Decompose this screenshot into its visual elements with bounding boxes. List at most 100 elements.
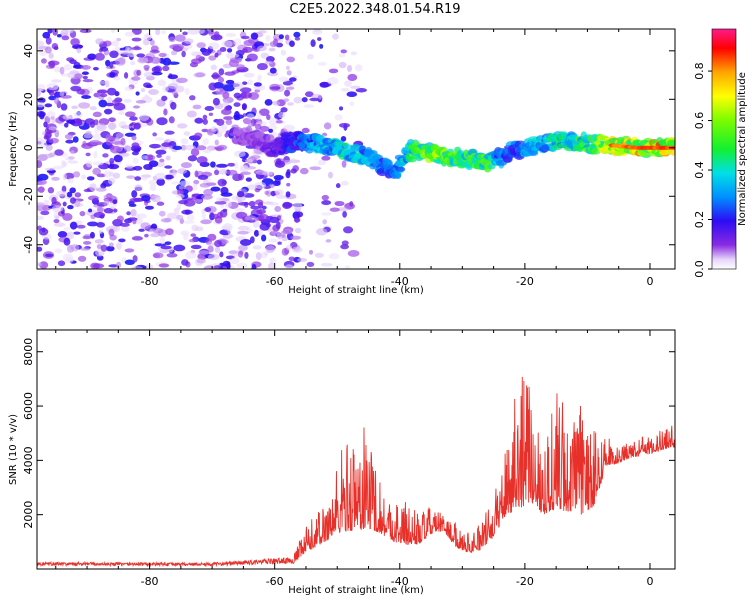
noise-blob — [108, 228, 115, 237]
noise-blob — [124, 86, 133, 92]
noise-blob — [118, 238, 126, 243]
noise-blob — [52, 165, 63, 170]
noise-blob — [336, 207, 349, 212]
noise-blob — [114, 136, 120, 143]
noise-blob — [338, 122, 351, 128]
noise-blob — [131, 190, 138, 198]
noise-blob — [190, 148, 200, 157]
noise-blob — [80, 247, 91, 251]
noise-blob — [341, 160, 347, 168]
noise-blob — [319, 81, 330, 88]
noise-blob — [244, 215, 257, 221]
noise-blob — [272, 180, 281, 187]
noise-blob — [124, 31, 135, 37]
noise-blob — [237, 250, 244, 258]
noise-blob — [217, 211, 223, 219]
noise-blob — [85, 152, 91, 157]
noise-blob — [92, 111, 102, 118]
noise-blob — [176, 77, 188, 84]
noise-blob — [224, 200, 232, 208]
noise-blob — [116, 37, 122, 42]
noise-blob — [321, 155, 331, 161]
noise-blob — [346, 91, 358, 98]
noise-blob — [100, 182, 107, 189]
noise-blob — [183, 38, 194, 45]
noise-blob — [309, 97, 320, 102]
noise-blob — [160, 218, 171, 223]
noise-blob — [151, 194, 161, 203]
noise-blob — [216, 118, 225, 126]
noise-blob — [227, 162, 236, 167]
noise-blob — [99, 80, 107, 85]
noise-blob — [238, 173, 245, 181]
noise-blob — [83, 65, 88, 70]
noise-blob — [87, 221, 99, 227]
noise-blob — [253, 229, 260, 237]
noise-blob — [98, 99, 108, 108]
noise-blob — [103, 170, 112, 178]
noise-blob — [96, 89, 108, 94]
noise-blob — [290, 235, 301, 240]
noise-blob — [274, 205, 282, 213]
noise-blob — [152, 132, 157, 137]
noise-blob — [54, 97, 60, 105]
noise-blob — [159, 236, 166, 245]
colorbar-tick-label: 0.6 — [693, 112, 706, 129]
snr-body — [37, 376, 675, 568]
noise-blob — [149, 39, 155, 46]
noise-blob — [175, 193, 185, 199]
noise-blob — [269, 41, 278, 48]
noise-blob — [290, 158, 296, 164]
noise-blob — [297, 257, 308, 262]
noise-blob — [283, 124, 296, 132]
noise-blob — [172, 145, 183, 151]
noise-blob — [126, 211, 131, 216]
noise-blob — [286, 56, 296, 63]
noise-blob — [112, 140, 124, 146]
noise-blob — [224, 106, 231, 111]
noise-blob — [178, 200, 189, 205]
noise-blob — [74, 73, 83, 80]
noise-blob — [326, 77, 339, 85]
noise-blob — [133, 122, 141, 130]
noise-blob — [190, 233, 197, 237]
noise-blob — [137, 57, 148, 64]
noise-blob — [281, 248, 289, 256]
noise-blob — [99, 93, 108, 98]
noise-blob — [37, 101, 46, 108]
noise-blob — [74, 192, 82, 198]
noise-blob — [115, 58, 126, 66]
noise-blob — [81, 143, 93, 150]
noise-blob — [96, 222, 106, 228]
noise-blob — [200, 219, 212, 225]
noise-blob — [339, 106, 344, 111]
noise-blob — [210, 64, 218, 71]
noise-blob — [255, 170, 268, 175]
noise-blob — [103, 108, 113, 115]
noise-blob — [70, 85, 82, 92]
noise-blob — [212, 97, 220, 106]
noise-blob — [59, 66, 65, 75]
noise-blob — [240, 171, 252, 176]
noise-blob — [291, 246, 303, 253]
noise-blob — [70, 38, 80, 47]
noise-blob — [115, 132, 125, 139]
noise-blob — [224, 133, 229, 138]
noise-blob — [156, 161, 165, 168]
noise-blob — [63, 64, 73, 71]
noise-blob — [98, 230, 103, 234]
noise-blob — [344, 80, 353, 87]
noise-blob — [67, 177, 75, 184]
noise-blob — [70, 150, 75, 155]
noise-blob — [45, 253, 54, 258]
noise-blob — [234, 162, 239, 170]
noise-blob — [113, 208, 118, 213]
noise-blob — [82, 75, 88, 80]
noise-blob — [132, 217, 137, 225]
noise-blob — [334, 114, 343, 121]
noise-blob — [45, 46, 52, 54]
noise-blob — [162, 57, 172, 66]
noise-blob — [113, 102, 126, 111]
noise-blob — [83, 188, 91, 193]
noise-blob — [124, 248, 135, 253]
